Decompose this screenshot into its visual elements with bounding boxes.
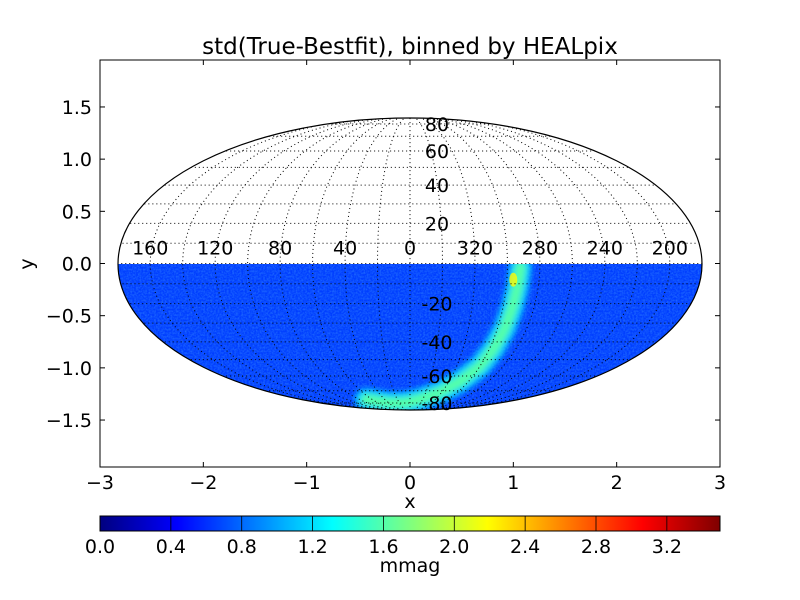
parallel-label: 80 (425, 114, 449, 136)
x-tick-label: 3 (714, 472, 726, 494)
chart-title: std(True-Bestfit), binned by HEALpix (202, 34, 618, 60)
colorbar-tick-label: 0.0 (85, 536, 115, 558)
band-peak (509, 272, 518, 287)
x-axis: −3 −2 −1 0 1 2 3 (86, 60, 726, 494)
meridian-line (214, 118, 411, 410)
colorbar-tick-label: 2.4 (510, 536, 540, 558)
colorbar-tick-label: 2.8 (581, 536, 611, 558)
parallel-label: -20 (421, 294, 452, 316)
meridian-label: 240 (587, 238, 623, 260)
y-tick-label: 0.5 (62, 201, 92, 223)
x-tick-label: 0 (404, 472, 416, 494)
meridian-line (409, 118, 606, 410)
colorbar-tick-label: 2.0 (439, 536, 469, 558)
y-tick-label: −1.0 (46, 358, 92, 380)
y-tick-label: 1.5 (62, 97, 92, 119)
meridian-line (409, 118, 443, 410)
meridian-label: 280 (522, 238, 558, 260)
parallel-label: -40 (421, 332, 452, 354)
meridian-line (409, 118, 573, 410)
colorbar-ticks: 0.0 0.4 0.8 1.2 1.6 2.0 2.4 2.8 3.2 (85, 516, 682, 558)
meridian-label: 200 (652, 238, 688, 260)
colorbar-tick-label: 0.8 (227, 536, 257, 558)
heatmap-texture (118, 264, 702, 410)
meridian-line (377, 118, 411, 410)
parallel-labels: 80 60 40 20 -20 -40 -60 -80 (421, 114, 452, 415)
x-tick-label: −1 (293, 472, 321, 494)
y-tick-label: 1.0 (62, 149, 92, 171)
x-tick-label: 2 (611, 472, 623, 494)
y-tick-label: 0.0 (62, 254, 92, 276)
meridian-label: 320 (457, 238, 493, 260)
meridian-line (247, 118, 411, 410)
y-tick-label: −0.5 (46, 306, 92, 328)
meridian-label: 0 (404, 238, 416, 260)
x-tick-label: −3 (86, 472, 114, 494)
colorbar (99, 515, 721, 532)
x-tick-label: −2 (189, 472, 217, 494)
colorbar-tick-label: 1.2 (297, 536, 327, 558)
projection-boundary (117, 117, 703, 411)
meridian-label: 160 (132, 238, 168, 260)
heatmap-layer (118, 264, 702, 410)
meridian-label: 80 (268, 238, 292, 260)
high-variance-band (355, 264, 532, 410)
parallel-label: -60 (421, 366, 452, 388)
y-axis: 1.5 1.0 0.5 0.0 −0.5 −1.0 −1.5 (46, 97, 720, 432)
colorbar-tick-label: 3.2 (652, 536, 682, 558)
y-axis-label: y (16, 258, 38, 269)
meridian-label: 40 (333, 238, 357, 260)
colorbar-tick-label: 1.6 (368, 536, 398, 558)
high-variance-band-core (509, 272, 518, 287)
x-axis-label: x (404, 491, 415, 513)
parallel-label: 20 (425, 213, 449, 235)
colorbar-tick-label: 0.4 (156, 536, 186, 558)
graticule (118, 118, 702, 410)
parallel-label: -80 (421, 393, 452, 415)
meridian-line (182, 118, 411, 410)
x-tick-label: 1 (507, 472, 519, 494)
parallel-label: 60 (425, 141, 449, 163)
parallel-label: 40 (425, 175, 449, 197)
colorbar-label: mmag (380, 555, 441, 577)
meridian-labels: 200 240 280 320 0 40 80 120 160 (132, 238, 688, 260)
meridian-line (409, 118, 638, 410)
meridian-label: 120 (197, 238, 233, 260)
y-tick-label: −1.5 (46, 410, 92, 432)
